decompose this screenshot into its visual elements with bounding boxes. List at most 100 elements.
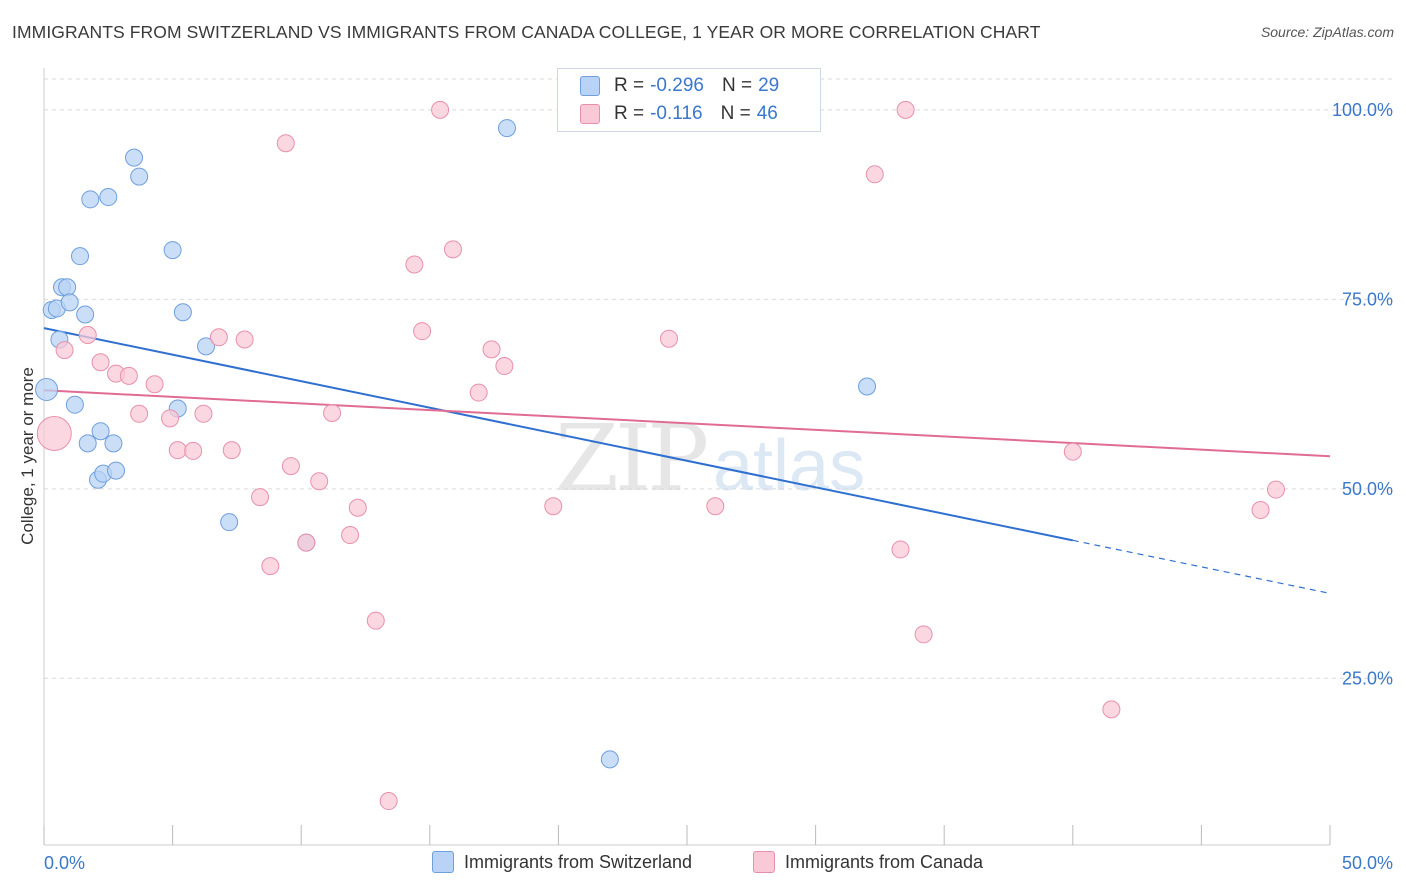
point-switzerland [81,190,100,209]
series-legend-canada[interactable]: Immigrants from Canada [753,851,983,873]
legend-r-value: -0.296 [650,75,704,96]
legend-n-label: N = [721,75,753,96]
point-canada [78,325,97,344]
point-canada [1102,700,1121,719]
point-switzerland [130,167,149,186]
legend-swatch-pink [580,104,600,124]
point-canada [297,533,316,552]
point-canada [1266,480,1285,499]
tick-labels: 25.0% 50.0% 75.0% 100.0% 0.0% 50.0% [44,100,1393,873]
point-canada [405,255,424,274]
point-canada [469,383,488,402]
x-tick-label-min: 0.0% [44,853,85,873]
chart-title: IMMIGRANTS FROM SWITZERLAND VS IMMIGRANT… [12,22,1041,42]
y-tick-label: 25.0% [1342,668,1393,688]
point-canada [914,625,933,644]
point-canada [379,792,398,811]
point-switzerland [99,188,118,207]
series-label-canada: Immigrants from Canada [785,851,984,872]
series-swatch-pink [753,851,775,873]
point-canada [431,100,450,119]
x-tick-label-max: 50.0% [1342,853,1393,873]
point-switzerland [91,422,110,441]
legend-n-label: N = [720,103,751,124]
point-switzerland [104,434,123,453]
point-switzerland [600,750,619,769]
point-switzerland [58,278,77,297]
legend-row-switzerland: R = -0.296 N = 29 [580,73,779,99]
point-canada [145,375,164,394]
point-canada [482,340,501,359]
trend-line-switzerland [43,327,1074,542]
gridlines [44,78,1392,679]
point-canada [443,240,462,259]
stats-legend: R = -0.296 N = 29 R = -0.116 N = 46 [557,68,821,132]
point-canada [261,557,280,576]
point-switzerland [858,377,877,396]
watermark-atlas: atlas [713,426,865,506]
point-canada [310,472,329,491]
legend-n-value: 46 [756,103,778,124]
legend-row-canada: R = -0.116 N = 46 [580,101,778,127]
point-switzerland [173,303,192,322]
point-switzerland [65,395,84,414]
point-canada [706,497,725,516]
point-canada [366,611,385,630]
point-canada [281,457,300,476]
data-points [35,100,1285,811]
point-canada [341,526,360,545]
point-switzerland [220,513,239,532]
legend-r-label: R = [614,103,645,124]
point-canada [130,404,149,423]
point-canada [251,488,270,507]
watermark: ZIP atlas [555,405,865,512]
point-canada [413,322,432,341]
legend-n-value: 29 [758,75,780,96]
point-canada [235,330,254,349]
point-canada [161,409,180,428]
point-canada [184,441,203,460]
point-canada [348,498,367,517]
trend-lines [43,327,1331,594]
legend-r-label: R = [614,75,645,96]
point-canada [168,441,187,460]
point-switzerland [197,337,216,356]
series-swatch-blue [432,851,454,873]
point-switzerland [163,241,182,260]
point-canada [896,100,915,119]
point-canada [323,404,342,423]
point-switzerland [76,305,95,324]
point-canada [659,329,678,348]
point-canada [36,415,72,451]
axes [43,68,1331,846]
point-canada [276,134,295,153]
point-canada [544,497,563,516]
y-tick-label: 100.0% [1332,100,1393,120]
point-switzerland [35,378,59,402]
point-switzerland [497,119,516,138]
point-switzerland [78,434,97,453]
point-switzerland [60,293,79,312]
y-tick-label: 75.0% [1342,289,1393,309]
point-canada [1063,442,1082,461]
point-canada [55,341,74,360]
point-canada [194,404,213,423]
legend-r-value: -0.116 [650,103,703,124]
source-label: Source: ZipAtlas.com [1260,24,1394,40]
point-canada [91,353,110,372]
point-canada [1251,501,1270,520]
point-canada [222,441,241,460]
series-label-switzerland: Immigrants from Switzerland [464,851,693,872]
trend-line-switzerland-extension [1072,539,1331,594]
point-switzerland [71,247,90,266]
trend-line-canada [43,389,1331,458]
point-switzerland [125,148,144,167]
legend-swatch-blue [580,76,600,96]
point-canada [891,540,910,559]
y-tick-label: 50.0% [1342,479,1393,499]
point-canada [495,357,514,376]
series-legend-switzerland[interactable]: Immigrants from Switzerland [432,851,692,873]
point-canada [209,328,228,347]
point-canada [119,366,138,385]
